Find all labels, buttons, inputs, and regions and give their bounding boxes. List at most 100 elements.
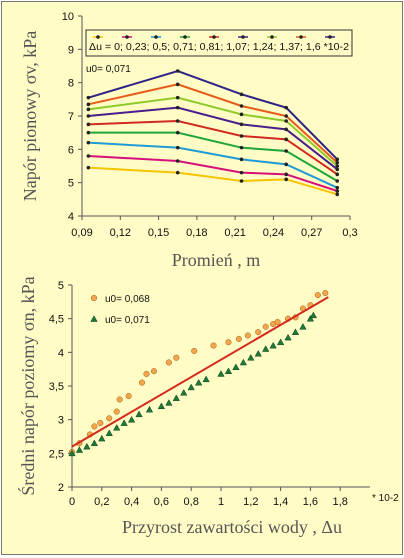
chart1-legend-marker [125,35,129,39]
chart1-legend-marker [270,35,274,39]
chart2-data-point [291,328,300,335]
chart2-y-tick-label: 3 [58,415,64,427]
chart1-x-tick-label: 0,27 [301,227,322,239]
chart1-legend: Δu = 0; 0,23; 0,5; 0,71; 0,81; 1,07; 1,2… [85,29,353,57]
chart2-data-point [120,419,128,426]
chart1-data-point [239,170,244,175]
chart1-data-point [335,164,340,168]
chart1-data-point [335,192,340,197]
chart2-x-tick-label: 1 [218,496,224,508]
chart1-x-tick-label: 0,15 [148,227,169,239]
chart1-group: 4 5 6 7 8 9 10 0,09 0,12 0,15 0,18 0,21 0,24 0,27 0,3 P… [20,11,358,270]
chart1-legend-marker [299,35,303,39]
chart1-y-tick-label: 5 [68,178,74,190]
chart2-data-point [106,415,113,422]
chart1-data-point [335,167,340,172]
chart1-x-tick-label: 0,3 [342,227,357,239]
chart1-data-point [284,105,288,110]
chart1-data-point [86,102,91,107]
chart2-data-point [299,323,307,330]
chart2-data-point [75,446,84,453]
chart1-data-point [335,185,340,190]
chart2-legend-marker [90,315,98,322]
chart2-x-tick-label: 1,8 [333,496,348,508]
chart1-data-point [175,82,180,87]
chart1-data-point [239,112,244,117]
chart1-data-point [175,159,180,163]
chart2-data-point [97,419,104,427]
chart2-legend: u0= 0,068 u0= 0,071 [90,294,150,326]
chart2-data-point [262,345,270,352]
chart1-data-point [86,114,91,118]
chart1-data-point [284,177,288,182]
chart1-annotation: u0= 0,071 [86,64,131,75]
chart2-y-tick-label: 2 [58,482,64,494]
chart1-data-point [239,179,244,183]
chart1-data-point [284,172,288,177]
chart2-data-point [157,402,166,410]
chart1-data-point [284,119,288,123]
chart2-data-point [83,442,91,450]
chart1-data-point [86,122,91,127]
chart2-legend-label: u0= 0,071 [105,315,150,326]
chart2-data-point [143,370,150,377]
chart1-data-point [86,95,91,100]
chart2-x-tick-label: 0,2 [94,496,109,508]
chart1-data-point [239,104,244,108]
chart1-data-point [284,127,288,132]
chart2-x-tick-label: 1,4 [273,496,288,508]
chart2-x-unit: * 10-2 [372,493,399,504]
chart1-legend-marker [96,35,100,39]
chart1-data-point [284,162,288,167]
chart2-data-point [235,335,242,342]
chart2-data-point [309,311,318,319]
chart1-x-tick-label: 0,21 [224,227,245,239]
chart2-data-point [255,329,262,336]
chart2-data-point [322,290,329,297]
chart1-y-tick-label: 6 [68,144,74,156]
chart1-data-point [175,69,180,73]
chart1-series-line [88,155,338,192]
chart2-data-point [254,349,262,357]
chart1-data-point [284,137,288,142]
chart1-data-point [239,122,244,127]
chart1-data-point [239,92,244,97]
chart2-x-tick-label: 1,6 [303,496,318,508]
chart1-y-tick-label: 10 [62,11,74,23]
chart1-data-point [239,145,244,150]
chart1-y-tick-label: 9 [68,44,74,56]
chart1-data-point [239,134,244,138]
chart2-group: 2 2,5 3 3,5 4 4,5 5 0 0,2 0,4 0,6 0,8 1 1,2 1,4 1,6 1,8 *… [17,276,399,537]
chart1-data-point [86,140,91,145]
chart2-data-point [269,341,277,349]
chart2-data-point [306,314,315,322]
chart2-data-point [90,439,98,447]
chart2-data-point [224,367,233,374]
chart2-data-point [91,423,98,430]
chart2-data-point [276,338,285,346]
chart1-data-point [175,119,180,123]
chart1-data-point [86,130,91,135]
chart1-data-point [175,95,180,100]
chart2-data-point [284,333,292,341]
chart2-x-tick-label: 0,6 [154,496,169,508]
chart2-data-point [145,405,154,413]
chart2-y-tick-label: 3,5 [49,381,64,393]
chart1-data-point [86,165,91,170]
chart2-data-point [225,339,232,346]
chart1-legend-marker [241,35,245,39]
chart2-data-point [274,318,281,326]
chart2-data-point [217,370,225,377]
chart2-data-point [135,410,143,418]
chart2-data-point [98,434,106,442]
chart1-data-point [335,172,340,177]
chart1-y-tick-label: 8 [68,78,74,90]
chart1-data-point [86,154,91,158]
chart2-data-point [232,363,240,370]
chart1-data-point [239,157,244,162]
chart2-data-point [105,429,113,436]
chart2-data-point [125,393,132,400]
chart1-data-point [335,179,340,183]
